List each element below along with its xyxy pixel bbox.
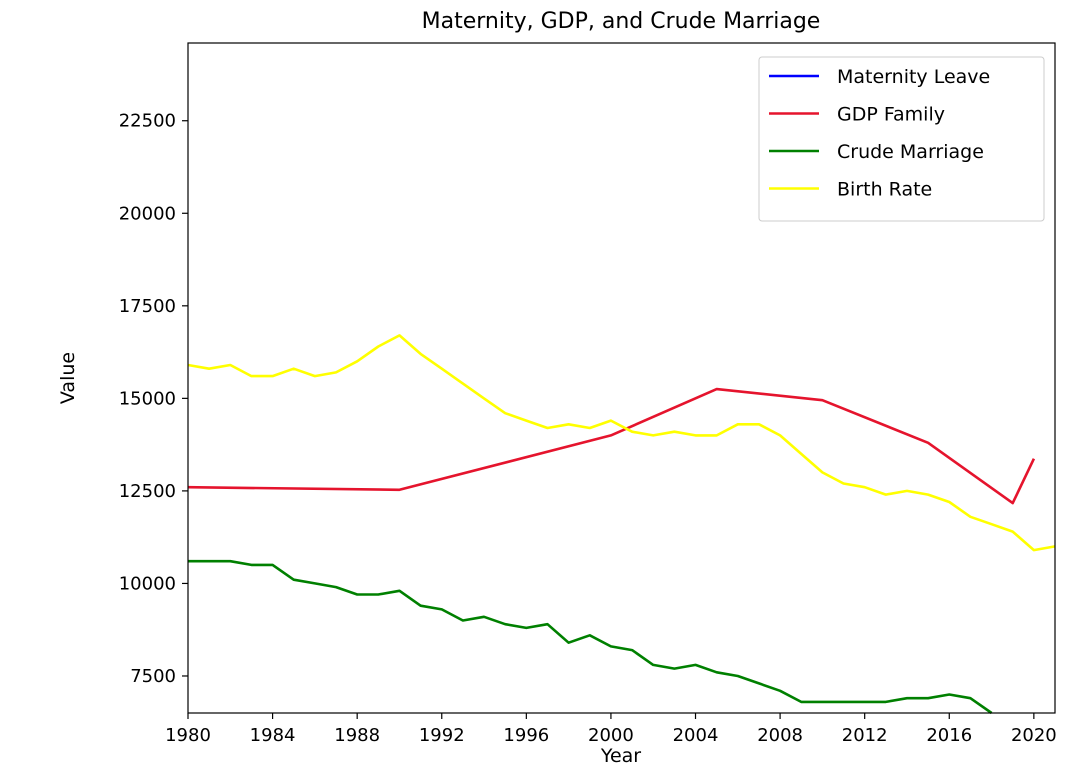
x-tick-label: 2000 [588,725,634,746]
x-tick-label: 1992 [419,725,465,746]
legend-label-3: Birth Rate [837,179,932,201]
legend: Maternity Leave GDP Family Crude Marriage B… [758,56,1045,222]
y-tick-label: 15000 [119,388,176,409]
legend-label-1: GDP Family [837,104,945,126]
x-axis-title: Year [600,745,641,767]
x-tick-label: 2004 [673,725,719,746]
x-tick-label: 2008 [757,725,803,746]
x-tick-label: 1980 [165,725,211,746]
chart-title: Maternity, GDP, and Crude Marriage [422,9,821,34]
legend-label-0: Maternity Leave [837,66,990,88]
y-axis: 7500 10000 12500 15000 17500 20000 22500 [119,111,188,687]
series-line-3 [187,334,1056,552]
y-tick-label: 22500 [119,111,176,132]
x-tick-label: 2020 [1011,725,1057,746]
series-line-2 [188,559,993,715]
y-tick-label: 7500 [130,666,176,687]
x-axis: 1980 1984 1988 1992 1996 2000 2004 2008 2012 2016… [165,713,1057,746]
x-tick-label: 1984 [250,725,296,746]
y-tick-label: 17500 [119,296,176,317]
y-tick-label: 20000 [119,203,176,224]
plot-frame [187,42,1056,714]
series-line-1 [187,387,1036,505]
series-layer [187,334,1056,715]
legend-label-2: Crude Marriage [837,141,984,163]
legend-box [758,56,1045,222]
y-axis-title: Value [57,352,79,404]
y-tick-label: 12500 [119,481,176,502]
y-tick-label: 10000 [119,573,176,594]
x-tick-label: 2012 [842,725,888,746]
x-tick-label: 1988 [334,725,380,746]
x-tick-label: 1996 [503,725,549,746]
x-tick-label: 2016 [926,725,972,746]
